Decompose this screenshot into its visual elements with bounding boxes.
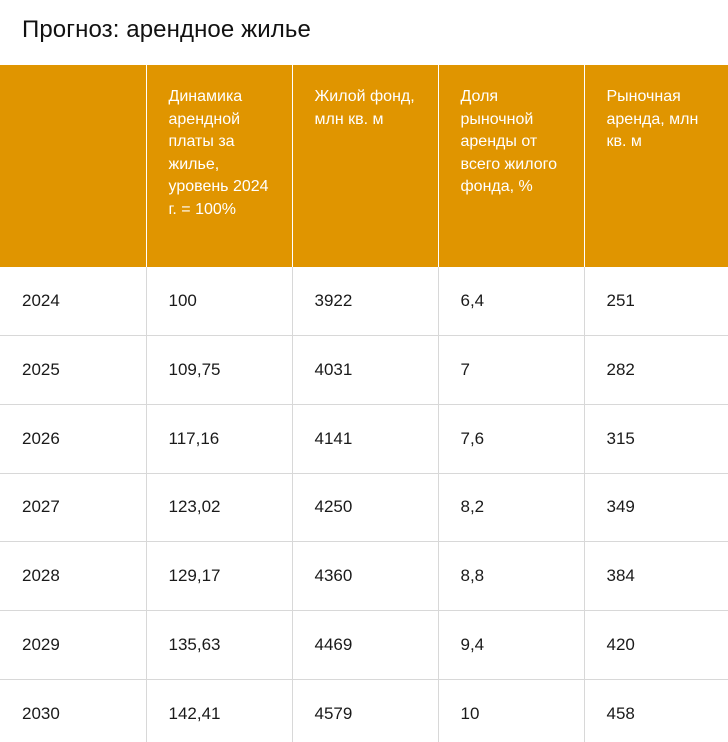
cell-year: 2026	[0, 404, 146, 474]
cell-housing-stock: 4031	[291, 335, 438, 405]
header-cell-market-rent-share: Доля рыночной аренды от всего жилого фон…	[437, 65, 584, 267]
table-row: 2026 117,16 4141 7,6 315	[0, 404, 728, 474]
cell-year: 2025	[0, 335, 146, 405]
header-row: Динамика арендной платы за жилье, уровен…	[0, 65, 728, 267]
header-cell-year	[0, 65, 146, 267]
cell-housing-stock: 4141	[291, 404, 438, 474]
cell-rent-dynamics: 135,63	[145, 610, 292, 680]
cell-market-rent-share: 10	[437, 679, 584, 742]
cell-year: 2030	[22, 703, 60, 723]
table-row: 2024 100 3922 6,4 251	[0, 267, 728, 337]
cell-rent-dynamics: 117,16	[145, 404, 292, 474]
table-header: Динамика арендной платы за жилье, уровен…	[0, 65, 728, 267]
cell-market-rent-share: 9,4	[437, 610, 584, 680]
table-row: 2029 135,63 4469 9,4 420	[0, 610, 728, 680]
cell-market-rent: 458	[583, 679, 728, 742]
cell-market-rent: 349	[583, 473, 728, 543]
cell-rent-dynamics: 142,41	[145, 679, 292, 742]
table-row: 2028 129,17 4360 8,8 384	[0, 541, 728, 611]
cell-housing-stock: 4469	[291, 610, 438, 680]
cell-market-rent: 315	[583, 404, 728, 474]
table-row: 2027 123,02 4250 8,2 349	[0, 473, 728, 543]
cell-market-rent-share: 7,6	[437, 404, 584, 474]
cell-market-rent: 251	[583, 267, 728, 337]
header-cell-market-rent: Рыночная аренда, млн кв. м	[583, 65, 728, 267]
cell-year: 2027	[0, 473, 146, 543]
table-row: 2030 142,41 4579 10 458	[0, 679, 728, 742]
table-body: 2024 100 3922 6,4 251 2025 109,75 4031 7 282 2026 1…	[0, 267, 728, 742]
forecast-table: Динамика арендной платы за жилье, уровен…	[0, 65, 728, 742]
cell-market-rent-share: 8,8	[437, 541, 584, 611]
table-row: 2025 109,75 4031 7 282	[0, 335, 728, 405]
cell-year: 2028	[0, 541, 146, 611]
page-title: Прогноз: арендное жилье	[22, 16, 311, 43]
cell-market-rent-share: 8,2	[437, 473, 584, 543]
cell-rent-dynamics: 129,17	[145, 541, 292, 611]
cell-housing-stock: 3922	[291, 267, 438, 337]
cell-housing-stock: 4360	[291, 541, 438, 611]
cell-housing-stock: 4579	[291, 679, 438, 742]
cell-rent-dynamics: 100	[145, 267, 292, 337]
cell-market-rent: 282	[583, 335, 728, 405]
cell-market-rent-share: 7	[437, 335, 584, 405]
cell-rent-dynamics: 123,02	[145, 473, 292, 543]
cell-housing-stock: 4250	[291, 473, 438, 543]
header-cell-housing-stock: Жилой фонд, млн кв. м	[291, 65, 438, 267]
header-cell-rent-dynamics: Динамика арендной платы за жилье, уровен…	[145, 65, 292, 267]
cell-year: 2029	[0, 610, 146, 680]
cell-year: 2024	[0, 267, 146, 337]
cell-market-rent-share: 6,4	[437, 267, 584, 337]
cell-market-rent: 420	[583, 610, 728, 680]
cell-rent-dynamics: 109,75	[145, 335, 292, 405]
cell-market-rent: 384	[583, 541, 728, 611]
